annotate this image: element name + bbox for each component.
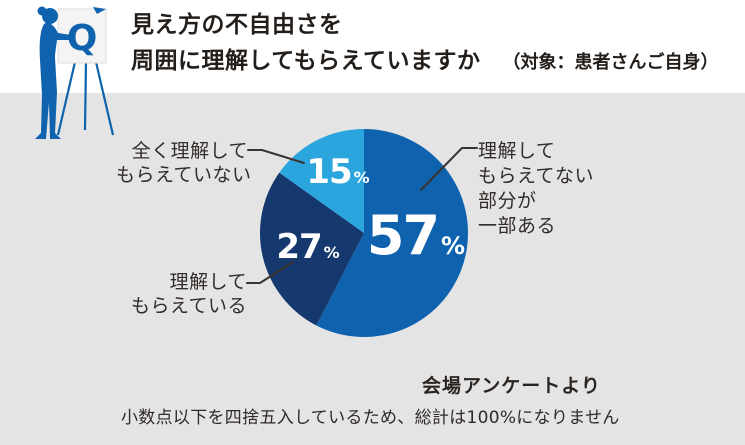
rounding-footnote: 小数点以下を四捨五入しているため、総計は100%になりません — [121, 408, 620, 428]
percent-sign: % — [353, 168, 370, 187]
pie-value-57: 57% — [366, 204, 466, 267]
title-audience-note: （対象：患者さんご自身） — [502, 52, 719, 73]
question-title: 見え方の不自由さを 周囲に理解してもらえていますか （対象：患者さんご自身） — [131, 7, 741, 81]
percent-sign: % — [441, 232, 466, 260]
pie-slice-1 — [259, 172, 364, 326]
title-line-2: 周囲に理解してもらえていますか （対象：患者さんご自身） — [131, 48, 719, 74]
q-icon: Q — [67, 18, 98, 59]
presenter-silhouette-icon — [35, 6, 71, 139]
board-clip-icon — [93, 7, 106, 14]
callout-label-right: 理解して もらえてない 部分が 一部ある — [478, 140, 595, 237]
callout-label-top-left: 全く理解して もらえていない — [116, 140, 252, 186]
title-line-1: 見え方の不自由さを — [131, 12, 343, 38]
presenter-illustration: Q — [35, 6, 115, 139]
pie-value-15: 15% — [306, 152, 370, 192]
callout-label-bottom-left: 理解して もらえている — [130, 271, 247, 317]
percent-sign: % — [323, 243, 340, 262]
survey-source: 会場アンケートより — [422, 375, 601, 397]
easel-legs — [56, 61, 115, 136]
pie-value-27: 27% — [276, 227, 340, 267]
